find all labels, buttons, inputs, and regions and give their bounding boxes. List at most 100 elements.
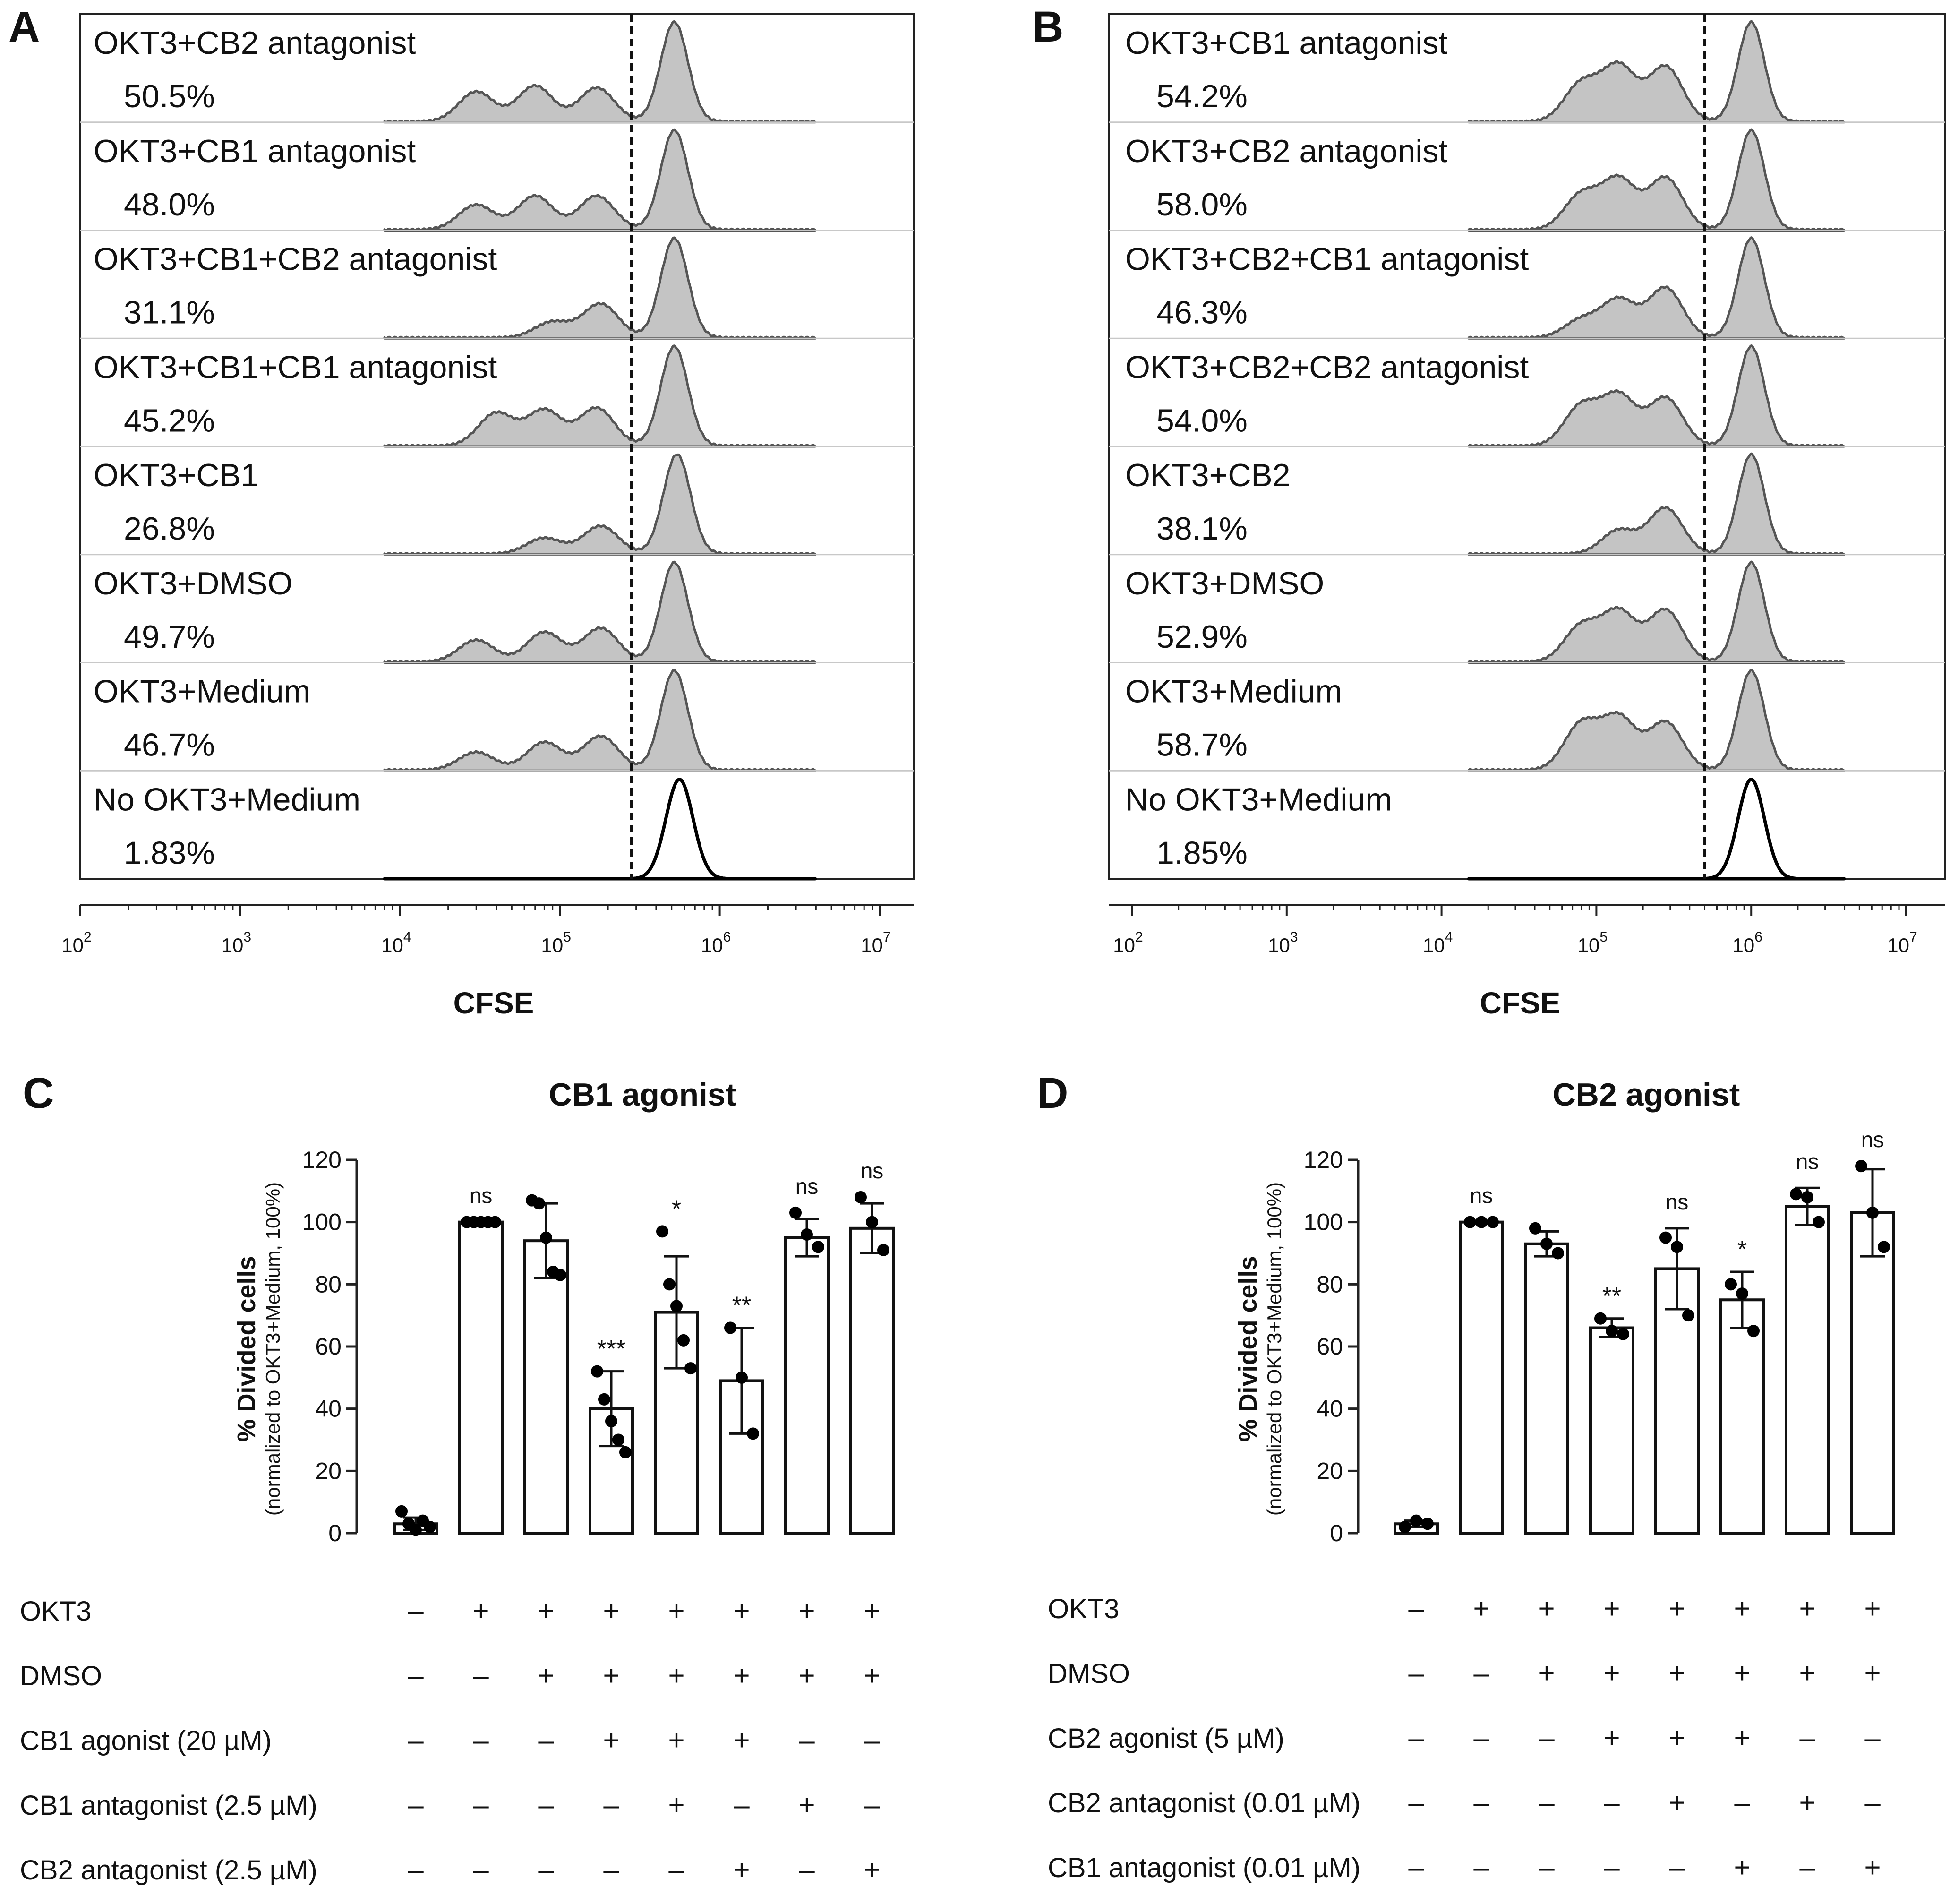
divided-percent: 46.7% [124,727,215,763]
x-tick-label: 103 [222,929,251,956]
significance-label: ns [1861,1127,1884,1152]
condition-label: CB2 agonist (5 µM) [1048,1723,1284,1754]
condition-mark: + [1734,1657,1750,1689]
condition-mark: + [538,1595,554,1627]
data-point [1855,1160,1867,1173]
bar-chart-panel-c: CB1 agonist 0 20 40 60 80 100 120 % Divided cell… [20,1077,895,1886]
condition-mark: – [473,1660,489,1691]
condition-mark: + [1668,1657,1685,1689]
data-point [1475,1216,1488,1228]
condition-mark: + [603,1595,619,1627]
track-label: OKT3+CB1 antagonist [94,133,416,169]
condition-mark: – [1539,1787,1555,1818]
condition-mark: + [864,1854,880,1886]
x-tick-label: 105 [1578,929,1608,956]
condition-mark: – [668,1854,684,1886]
condition-mark: – [473,1724,489,1756]
data-point [410,1524,422,1536]
data-point [1552,1247,1564,1260]
y-tick-label: 40 [315,1396,342,1422]
bar-7 [1785,1205,1830,1535]
data-point [736,1371,748,1384]
data-point [598,1393,610,1406]
divided-percent: 52.9% [1156,619,1248,655]
condition-mark: + [668,1789,684,1821]
y-tick-label: 80 [315,1271,342,1297]
y-axis-title: % Divided cells [1234,1256,1262,1441]
track-label: OKT3+CB2 [1125,457,1291,493]
data-point [670,1300,683,1312]
y-tick-label: 80 [1317,1271,1343,1297]
data-point [1682,1309,1694,1322]
data-point [1747,1325,1760,1338]
data-point [1659,1231,1672,1244]
data-point [724,1321,736,1334]
y-axis-subtitle: (normalized to OKT3+Medium, 100%) [1263,1182,1285,1516]
condition-mark: + [1734,1722,1750,1754]
condition-mark: – [1539,1722,1555,1754]
data-point [677,1334,690,1347]
condition-mark: – [1408,1657,1424,1689]
x-axis-title: CFSE [453,986,534,1020]
condition-mark: – [408,1660,424,1691]
condition-mark: + [733,1660,750,1691]
bar-8 [849,1226,895,1535]
track-label: OKT3+DMSO [1125,566,1324,601]
data-point [1671,1241,1683,1253]
data-point [812,1241,824,1253]
divided-percent: 31.1% [124,295,215,331]
condition-mark: + [1603,1657,1620,1689]
condition-mark: – [1473,1722,1489,1754]
significance-label: ** [1602,1283,1621,1310]
data-point [1487,1216,1499,1228]
significance-label: ns [1470,1184,1493,1208]
condition-mark: – [734,1789,750,1821]
divided-percent: 26.8% [124,511,215,547]
x-axis-title: CFSE [1480,986,1561,1020]
condition-mark: – [1864,1722,1881,1754]
data-point [866,1216,878,1228]
condition-label: CB2 antagonist (2.5 µM) [20,1855,317,1886]
y-tick-label: 60 [1317,1333,1343,1360]
condition-label: CB2 antagonist (0.01 µM) [1048,1788,1360,1818]
y-tick-label: 0 [328,1520,342,1546]
condition-mark: – [408,1854,424,1886]
significance-label: ** [732,1292,751,1320]
condition-mark: + [1668,1593,1685,1624]
bar-2 [1459,1220,1504,1535]
significance-label: *** [597,1336,626,1363]
condition-mark: – [1669,1852,1685,1883]
y-axis-title: % Divided cells [232,1256,261,1441]
data-point [1399,1520,1411,1533]
condition-mark: + [1864,1852,1881,1883]
data-point [877,1244,889,1256]
divided-percent: 58.0% [1156,187,1248,223]
y-tick-label: 100 [1304,1209,1343,1235]
condition-label: OKT3 [20,1596,92,1627]
histogram-curve-6 [1467,560,1846,664]
condition-mark: + [1473,1593,1489,1624]
data-point [1725,1278,1737,1291]
histogram-curve-8 [1467,778,1846,881]
data-point [591,1365,603,1378]
chart-title: CB1 agonist [549,1077,736,1113]
condition-mark: – [1408,1852,1424,1883]
track-label: OKT3+CB1+CB1 antagonist [94,349,497,385]
panel-label-a: A [9,3,40,51]
divided-percent: 45.2% [124,403,215,438]
track-label: OKT3+CB2+CB2 antagonist [1125,349,1529,385]
condition-mark: – [473,1854,489,1886]
condition-mark: + [668,1595,684,1627]
histogram-curve-7 [1467,669,1846,772]
data-point [1606,1325,1618,1338]
condition-mark: + [798,1660,815,1691]
divided-percent: 54.0% [1156,403,1248,438]
condition-label: CB1 agonist (20 µM) [20,1725,272,1756]
x-tick-label: 102 [1113,929,1143,956]
data-point [1421,1518,1434,1530]
condition-mark: – [538,1724,554,1756]
x-tick-label: 107 [861,929,890,956]
significance-label: ns [1666,1190,1689,1214]
histogram-curve-7 [383,669,817,772]
condition-mark: – [473,1789,489,1821]
